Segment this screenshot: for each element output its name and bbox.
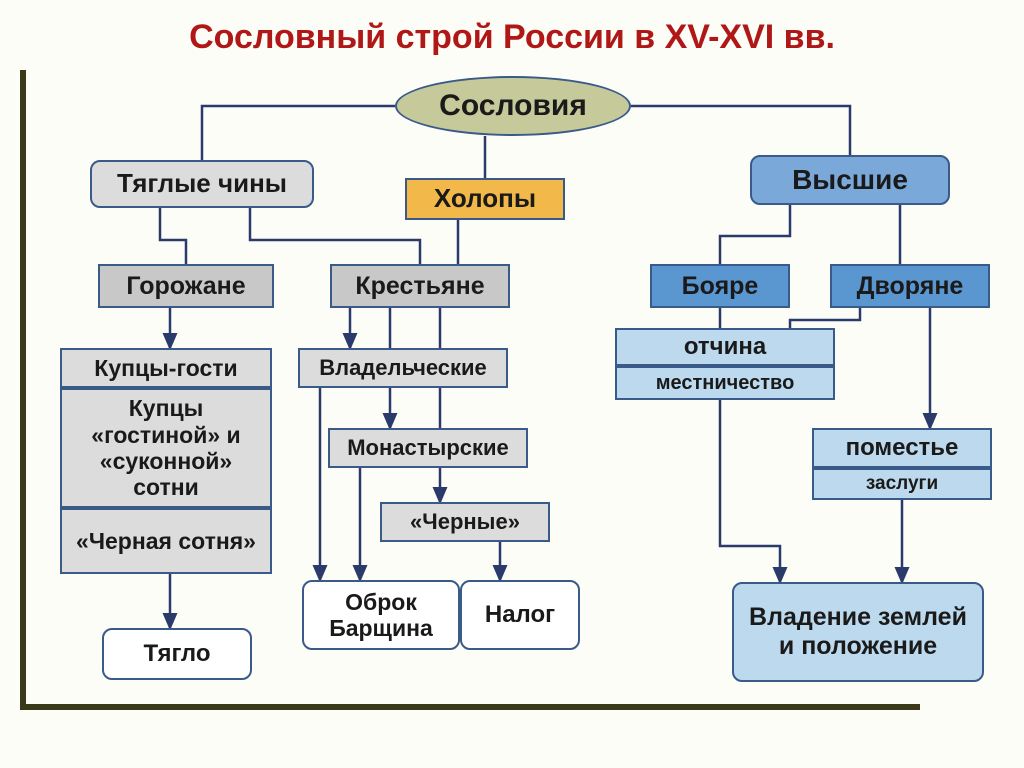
frame-vertical (20, 70, 26, 710)
edge-root-higher (631, 106, 850, 155)
node-vladenie: Владение землей и положение (732, 582, 984, 682)
node-tyaglye: Тяглые чины (90, 160, 314, 208)
node-merchants1: Купцы-гости (60, 348, 272, 388)
node-higher: Высшие (750, 155, 950, 205)
edge-root-tyaglye (202, 106, 395, 160)
node-monast: Монастырские (328, 428, 528, 468)
node-tyaglo: Тягло (102, 628, 252, 680)
node-black: «Черные» (380, 502, 550, 542)
frame-horizontal (20, 704, 920, 710)
edge-mestnich-vladenie (720, 400, 780, 582)
node-nalog: Налог (460, 580, 580, 650)
edge-tyaglye-peasants (250, 208, 420, 264)
node-black100: «Черная сотня» (60, 508, 272, 574)
edge-higher-boyars (720, 205, 790, 264)
edge-tyaglye-townsmen (160, 208, 186, 264)
node-boyars: Бояре (650, 264, 790, 308)
node-root: Сословия (395, 76, 631, 136)
node-townsmen: Горожане (98, 264, 274, 308)
node-mestnich: местничество (615, 366, 835, 400)
edge-nobles-otchina (790, 308, 860, 328)
node-nobles: Дворяне (830, 264, 990, 308)
node-merchants2: Купцы «гостиной» и «суконной» сотни (60, 388, 272, 508)
node-vlad: Владельческие (298, 348, 508, 388)
diagram-title: Сословный строй России в XV-XVI вв. (0, 18, 1024, 57)
node-otchina: отчина (615, 328, 835, 366)
node-zaslugi: заслуги (812, 468, 992, 500)
node-pomestye: поместье (812, 428, 992, 468)
node-obrok: Оброк Барщина (302, 580, 460, 650)
node-kholopy: Холопы (405, 178, 565, 220)
node-peasants: Крестьяне (330, 264, 510, 308)
